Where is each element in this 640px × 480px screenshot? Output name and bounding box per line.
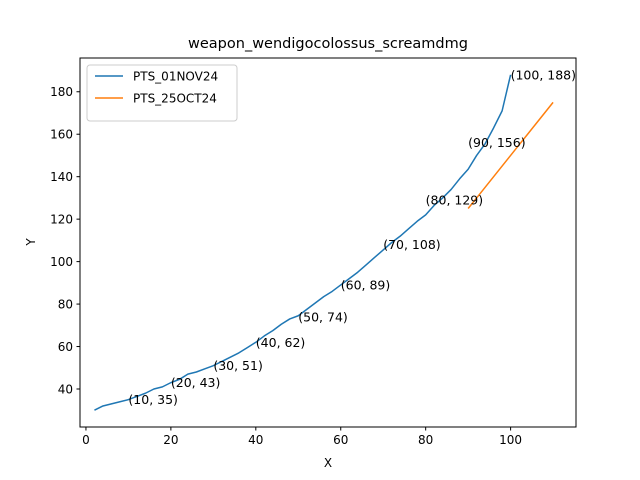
- data-label: (20, 43): [171, 375, 221, 390]
- data-label: (90, 156): [468, 135, 525, 150]
- data-label: (100, 188): [511, 67, 576, 82]
- legend-label: PTS_25OCT24: [133, 92, 217, 106]
- x-axis: 0 20 40 60 80 100: [82, 427, 522, 447]
- x-tick-label: 20: [163, 433, 178, 447]
- data-label: (40, 62): [256, 335, 306, 350]
- y-tick-label: 100: [50, 255, 73, 269]
- x-axis-label: X: [324, 456, 332, 470]
- y-axis: 40 60 80 100 120 140 160 180: [50, 85, 80, 396]
- y-axis-label: Y: [24, 238, 38, 247]
- x-tick-label: 80: [418, 433, 433, 447]
- y-tick-label: 160: [50, 128, 73, 142]
- x-tick-label: 100: [499, 433, 522, 447]
- series-layer: [94, 74, 554, 411]
- series-line-1: [94, 74, 512, 411]
- x-tick-label: 60: [333, 433, 348, 447]
- y-tick-label: 140: [50, 170, 73, 184]
- data-label: (80, 129): [426, 193, 483, 208]
- y-tick-label: 120: [50, 212, 73, 226]
- legend-box: [86, 64, 238, 122]
- data-label: (10, 35): [128, 392, 178, 407]
- data-label: (70, 108): [383, 237, 440, 252]
- y-tick-label: 180: [50, 85, 73, 99]
- data-label: (50, 74): [298, 309, 348, 324]
- series-line-2: [467, 101, 554, 209]
- y-tick-label: 60: [58, 340, 73, 354]
- x-tick-label: 40: [248, 433, 263, 447]
- y-tick-label: 80: [58, 297, 73, 311]
- data-label: (60, 89): [341, 277, 391, 292]
- legend-label: PTS_01NOV24: [133, 70, 218, 84]
- x-tick-label: 0: [82, 433, 90, 447]
- plot-frame: [79, 57, 577, 428]
- y-tick-label: 40: [58, 382, 73, 396]
- annotation-layer: (10, 35) (20, 43) (30, 51) (40, 62) (50, 74)…: [128, 67, 576, 407]
- legend: PTS_01NOV24 PTS_25OCT24: [86, 64, 238, 122]
- chart-title: weapon_wendigocolossus_screamdmg: [188, 36, 468, 52]
- data-label: (30, 51): [213, 358, 263, 373]
